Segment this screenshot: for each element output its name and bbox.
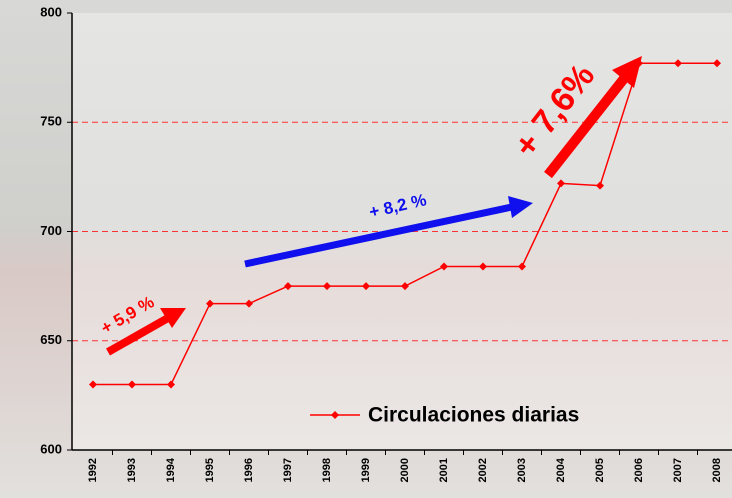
x-tick-label: 2005: [594, 458, 606, 482]
point: [167, 380, 175, 389]
point: [128, 380, 136, 389]
x-tick-label: 1999: [360, 458, 372, 482]
point: [518, 262, 526, 271]
x-tick-label: 1998: [321, 458, 333, 482]
arrow: [544, 72, 630, 179]
x-tick-label: 1997: [282, 458, 294, 482]
point: [713, 59, 721, 68]
x-tick-label: 2004: [555, 457, 567, 482]
point: [284, 282, 292, 291]
x-tick-label: 2007: [672, 458, 684, 482]
arrows: [106, 56, 642, 356]
arrow-head: [612, 56, 642, 88]
x-tick-label: 1993: [126, 458, 138, 482]
arrow: [106, 314, 170, 356]
x-tick-label: 1994: [165, 457, 177, 482]
x-tick-label: 2002: [477, 458, 489, 482]
legend: Circulaciones diarias: [310, 404, 579, 427]
point: [401, 282, 409, 291]
y-tick-label: 700: [40, 223, 62, 238]
point: [323, 282, 331, 291]
point: [440, 262, 448, 271]
point: [245, 299, 253, 308]
point: [674, 59, 682, 68]
point: [557, 179, 565, 188]
y-tick-label: 800: [40, 4, 62, 19]
x-tick-label: 2008: [711, 458, 723, 482]
point: [89, 380, 97, 389]
point: [479, 262, 487, 271]
y-tick-label: 600: [40, 441, 62, 456]
legend-marker: [331, 411, 339, 419]
x-tick-label: 1992: [87, 458, 99, 482]
x-tick-label: 2003: [516, 458, 528, 482]
point: [635, 59, 643, 68]
point: [596, 181, 604, 190]
point: [206, 299, 214, 308]
point: [362, 282, 370, 291]
x-tick-label: 2000: [399, 458, 411, 482]
arrow: [244, 203, 513, 268]
y-tick-label: 750: [40, 114, 62, 129]
arrow-head: [160, 308, 186, 328]
arrow-head: [508, 196, 533, 218]
x-tick-label: 1996: [243, 458, 255, 482]
y-tick-label: 650: [40, 332, 62, 347]
x-tick-label: 2001: [438, 458, 450, 482]
x-tick-label: 1995: [204, 458, 216, 482]
legend-label: Circulaciones diarias: [368, 404, 579, 427]
x-tick-label: 2006: [633, 458, 645, 482]
